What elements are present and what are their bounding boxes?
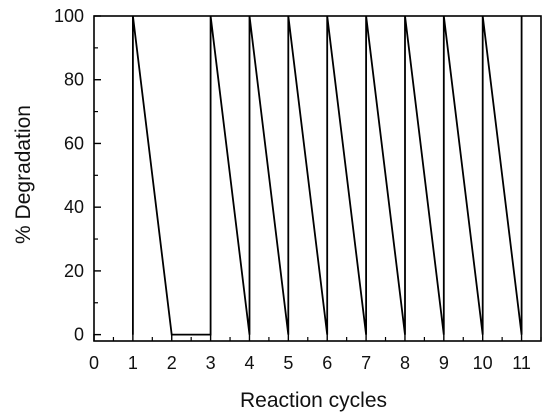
x-tick-label-9: 9 [439,353,449,373]
x-tick-label-11: 11 [512,353,531,373]
x-tick-label-2: 2 [167,353,177,373]
degradation-series-line [131,15,523,336]
x-tick-label-7: 7 [361,353,371,373]
y-tick-label-60: 60 [64,133,84,153]
plot-frame [93,15,542,342]
x-axis-title: Reaction cycles [240,389,387,412]
y-tick-label-80: 80 [64,70,84,90]
y-tick-label-40: 40 [64,197,84,217]
x-tick-label-4: 4 [244,353,254,373]
x-tick-label-1: 1 [128,353,138,373]
plot-layer: 0 1 2 3 4 5 6 7 8 9 10 11 0 20 40 60 80 100 [54,6,542,373]
y-tick-label-20: 20 [64,261,84,281]
y-tick-label-100: 100 [54,6,84,26]
x-tick-label-3: 3 [206,353,216,373]
x-tick-label-5: 5 [283,353,293,373]
y-axis-title: % Degradation [12,105,35,244]
y-tick-label-0: 0 [74,325,84,345]
x-tick-label-6: 6 [322,353,332,373]
x-tick-label-0: 0 [89,353,99,373]
x-tick-label-8: 8 [400,353,410,373]
x-tick-label-10: 10 [473,353,493,373]
